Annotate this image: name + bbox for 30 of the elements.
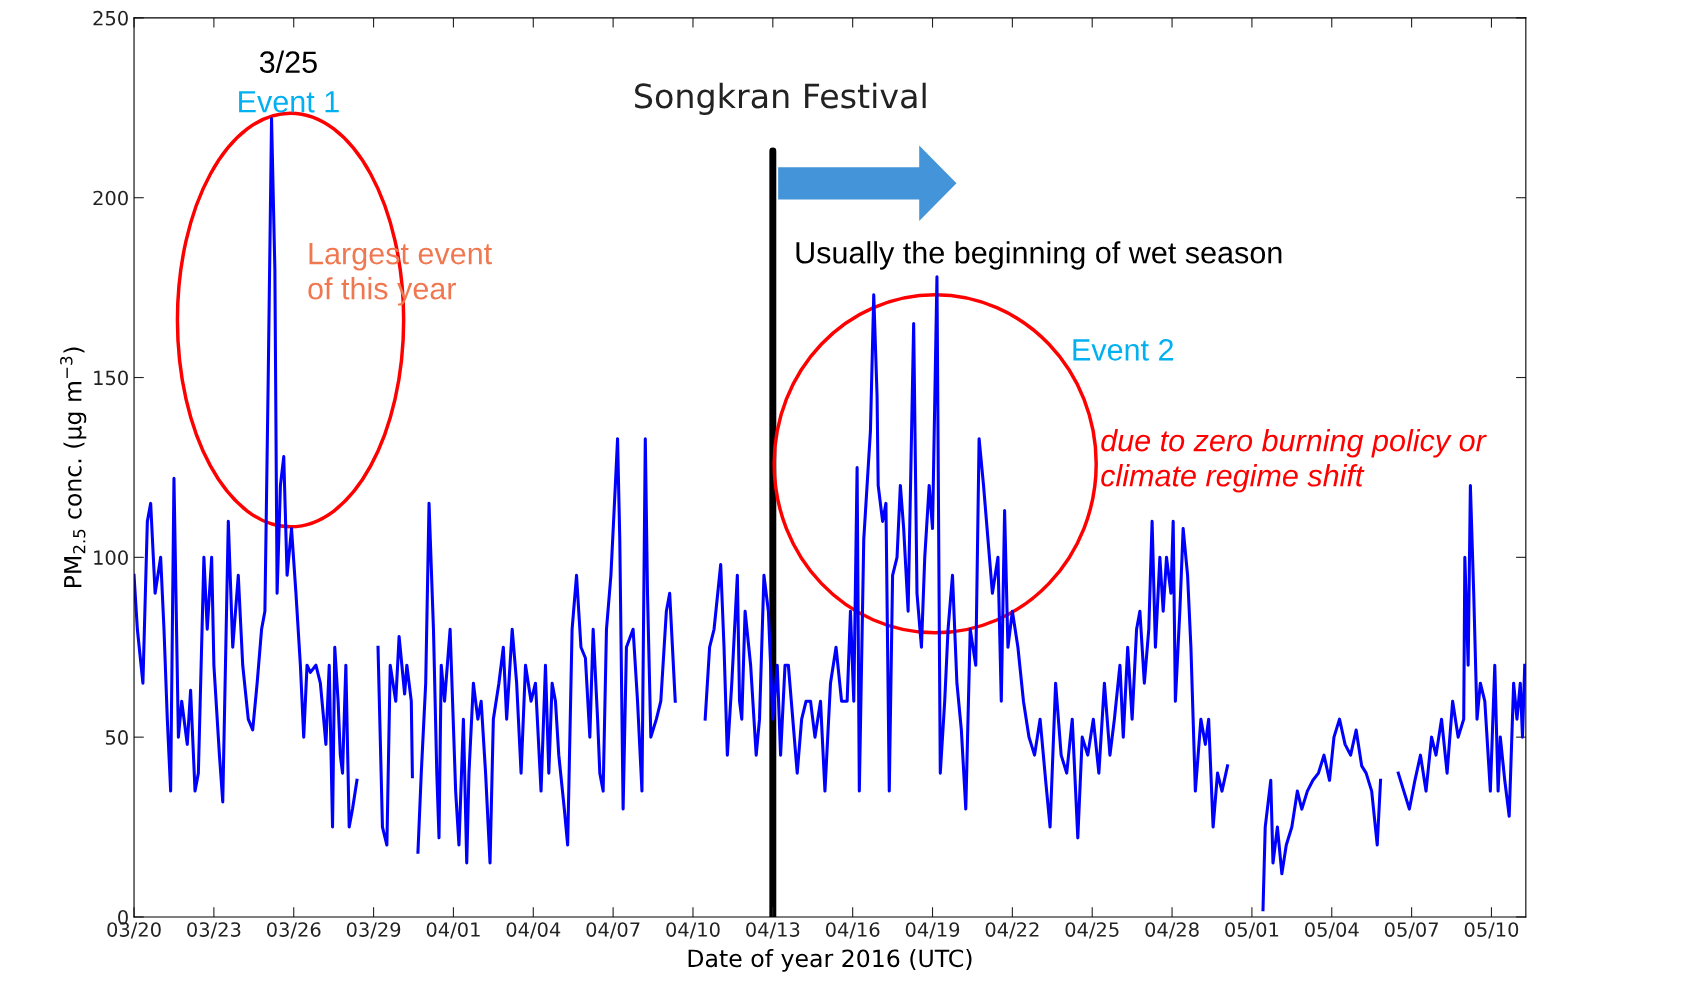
x-tick-label: 05/01 [1225,922,1279,939]
x-tick-label: 04/16 [825,922,880,939]
x-tick-label: 04/07 [586,922,640,939]
x-tick-label: 03/29 [346,922,401,939]
x-tick-label: 05/07 [1384,922,1438,939]
x-tick-label: 04/19 [905,922,960,939]
annotation: Event 1 [239,91,339,113]
x-tick-label: 04/10 [666,922,720,939]
annotation: Event 2 [1073,339,1173,361]
x-tick-label: 04/04 [506,922,561,939]
annotation: due to zero burning policy or climate regime shift [1101,428,1487,493]
y-tick-label: 250 [93,10,128,26]
y-axis-title: PM$_{2.5}$ conc. (μg m$^{−3}$) [60,347,87,588]
annotation: Usually the beginning of wet season [796,241,1282,270]
y-tick-label: 100 [94,550,128,565]
y-tick-label: 150 [94,370,128,386]
x-tick-label: 04/13 [746,922,800,939]
x-tick-label: 05/10 [1464,922,1519,939]
x-tick-label: 04/22 [985,922,1039,939]
x-tick-label: 05/04 [1305,922,1359,939]
x-tick-label: 04/28 [1145,922,1199,939]
x-tick-label: 04/01 [426,922,480,939]
y-tick-label: 200 [93,190,128,206]
ref-line-label: Songkran Festival [635,82,926,115]
x-tick-label: 04/25 [1065,922,1119,939]
y-tick-label: 50 [105,730,128,745]
x-tick-label: 03/23 [187,922,241,939]
annotation: 3/25 [259,50,317,73]
x-tick-label: 03/26 [267,922,321,939]
x-axis-title: Date of year 2016 (UTC) [688,948,972,972]
